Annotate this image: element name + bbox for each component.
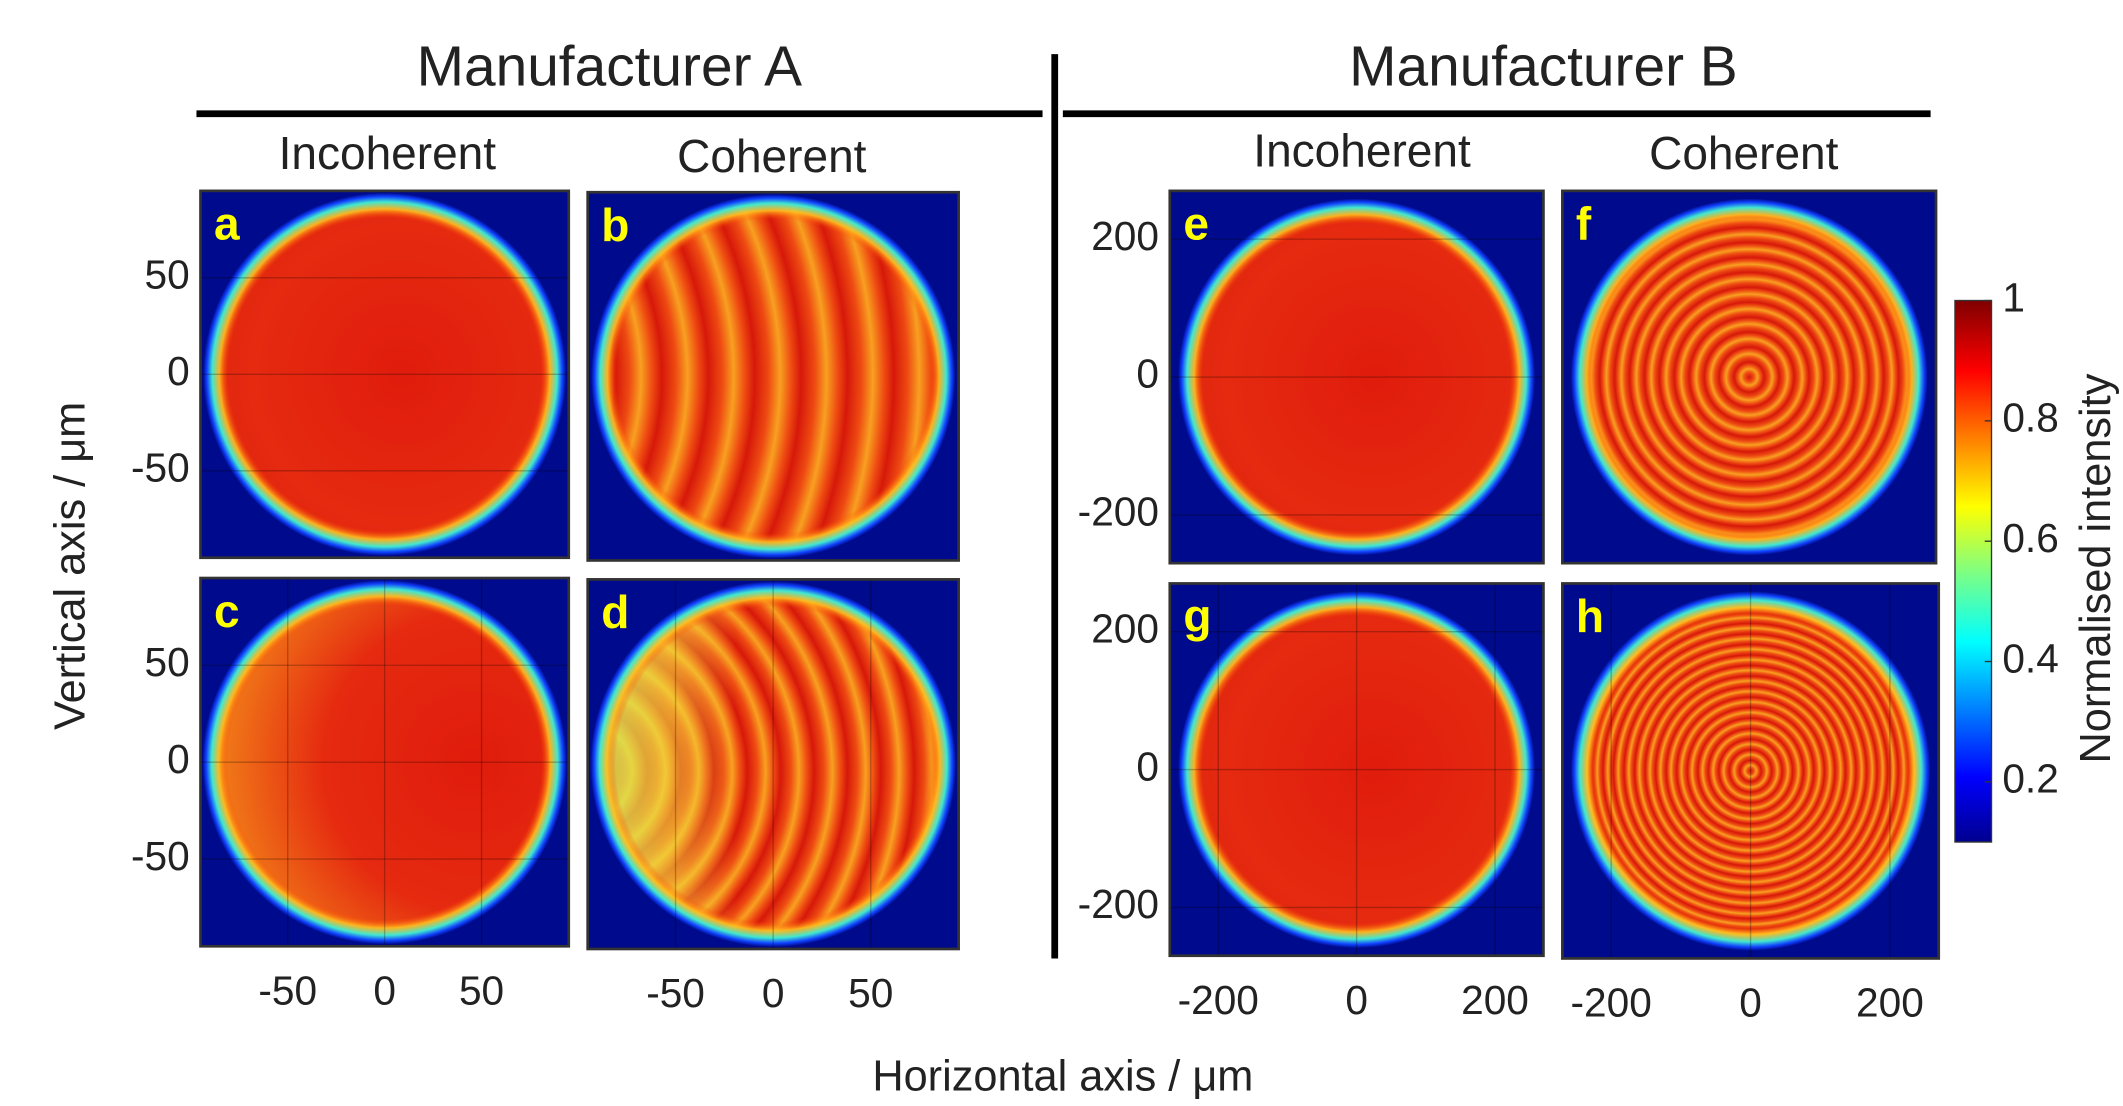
y-axis-label: Vertical axis / μm: [47, 402, 95, 730]
panel: -200 0 200 h: [1562, 583, 1938, 1025]
panel: 200 0 -200 -200 0 200 g: [1078, 583, 1544, 1022]
x-tick-label: -200: [1178, 977, 1259, 1023]
y-tick-label: 0: [1136, 351, 1159, 397]
y-tick-label: 0: [167, 348, 190, 394]
figure: Manufacturer A Manufacturer B Incoherent…: [0, 0, 2123, 1106]
panel: b: [588, 192, 959, 560]
panel-letter: a: [214, 198, 240, 250]
colorbar-scale: [1955, 301, 1992, 842]
x-tick-label: -200: [1571, 980, 1652, 1026]
column-title: Coherent: [677, 130, 867, 182]
group-title: Manufacturer A: [417, 35, 803, 98]
x-tick-label: -50: [646, 970, 705, 1016]
y-tick-label: -50: [131, 833, 190, 879]
panel-letter: b: [601, 199, 629, 251]
panel: -50 0 50 d: [588, 579, 959, 1016]
y-tick-label: -50: [131, 445, 190, 491]
colorbar: 0.2 0.4 0.6 0.8 1: [1955, 274, 2059, 842]
x-axis-label: Horizontal axis / μm: [872, 1052, 1253, 1100]
y-tick-label: -200: [1078, 881, 1159, 927]
panel-letter: d: [601, 586, 629, 638]
page: Manufacturer A Manufacturer B Incoherent…: [0, 0, 2123, 1106]
x-tick-label: 200: [1461, 977, 1529, 1023]
panel-letter: h: [1576, 590, 1604, 642]
y-tick-label: 200: [1091, 213, 1159, 259]
colorbar-label: Normalised intensity: [2072, 373, 2120, 763]
x-tick-label: 0: [762, 970, 785, 1016]
column-title: Incoherent: [1253, 124, 1471, 176]
column-title: Incoherent: [279, 127, 497, 179]
disk-edge: [591, 194, 955, 558]
colorbar-tick-label: 0.8: [2002, 395, 2058, 441]
x-tick-label: -50: [258, 967, 317, 1013]
column-title: Coherent: [1649, 127, 1839, 179]
x-tick-label: 0: [1739, 980, 1762, 1026]
panel-letter: g: [1183, 590, 1211, 642]
x-tick-label: 50: [459, 967, 504, 1013]
x-tick-label: 0: [1345, 977, 1368, 1023]
y-tick-label: 200: [1091, 605, 1159, 651]
panel-letter: e: [1183, 198, 1209, 250]
panel: 200 0 -200 e: [1078, 191, 1544, 563]
y-tick-label: 50: [145, 639, 190, 685]
colorbar-tick-label: 0.2: [2002, 756, 2058, 802]
x-tick-label: 50: [848, 970, 893, 1016]
colorbar-tick-label: 1: [2002, 274, 2025, 320]
y-tick-label: 0: [1136, 743, 1159, 789]
panel: 50 0 -50 -50 0 50 c: [131, 578, 569, 1013]
y-tick-label: 0: [167, 736, 190, 782]
panel-letter: f: [1576, 198, 1592, 250]
panels: 50 0 -50 a b 50 0 -50 -50 0 50 c -50 0 50 d 200 0 -200 e f 20…: [131, 191, 1939, 1026]
x-tick-label: 200: [1856, 980, 1924, 1026]
disk-edge: [1571, 199, 1928, 556]
y-tick-label: 50: [145, 251, 190, 297]
panel: 50 0 -50 a: [131, 191, 569, 558]
y-tick-label: -200: [1078, 489, 1159, 535]
panel: f: [1562, 191, 1936, 563]
group-title: Manufacturer B: [1349, 35, 1738, 98]
x-tick-label: 0: [373, 967, 396, 1013]
panel-letter: c: [214, 585, 240, 637]
colorbar-tick-label: 0.4: [2002, 635, 2058, 681]
colorbar-tick-label: 0.6: [2002, 515, 2058, 561]
